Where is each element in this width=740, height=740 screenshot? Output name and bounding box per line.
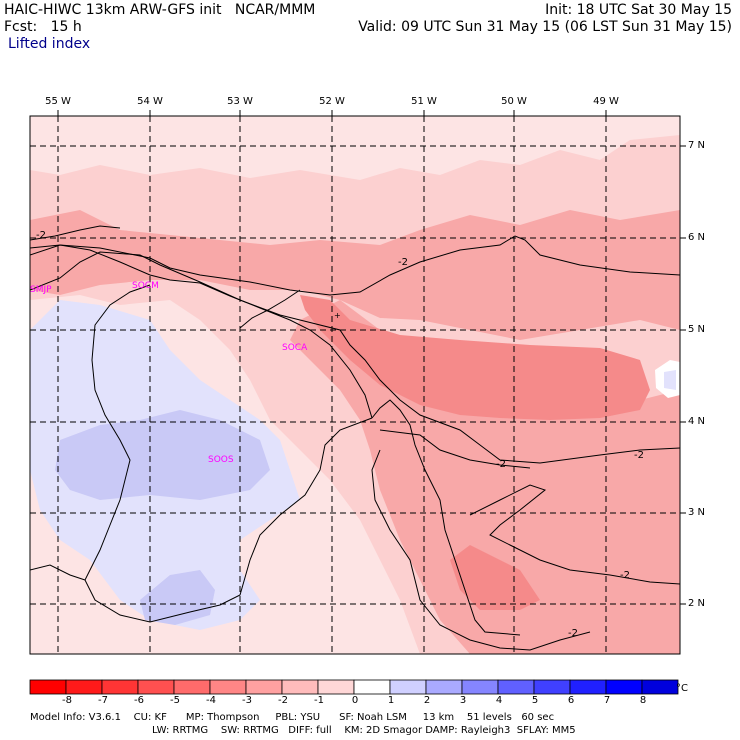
lon-ticks — [57, 110, 607, 116]
lat-ticks — [680, 145, 686, 605]
map-title: HAIC-HIWC 13km ARW-GFS init NCAR/MMM — [4, 2, 316, 18]
lat-label-2n: 2 N — [688, 598, 706, 609]
field-very-light-top — [30, 116, 680, 180]
station-soca: SOCA — [282, 343, 308, 353]
colorbar-tick: 2 — [423, 695, 431, 706]
colorbar-swatch — [281, 679, 319, 695]
station-marker: + — [334, 311, 341, 320]
colorbar-swatch — [569, 679, 607, 695]
lat-label-5n: 5 N — [688, 324, 706, 335]
contour-label-group: -2 -2 -2 -2 -2 -2 — [36, 230, 644, 639]
lon-label-53w: 53 W — [227, 96, 253, 107]
colorbar-tick: -8 — [62, 695, 72, 706]
colorbar-tick: 8 — [639, 695, 647, 706]
colorbar-swatch — [173, 679, 211, 695]
lon-label-52w: 52 W — [319, 96, 345, 107]
field-blue-east — [664, 370, 676, 390]
colorbar-tick: -7 — [98, 695, 108, 706]
contour-label: -2 — [36, 230, 46, 241]
lon-label-51w: 51 W — [411, 96, 437, 107]
colorbar-tick: -2 — [278, 695, 288, 706]
contour-lines — [30, 225, 680, 651]
colorbar-swatch — [605, 679, 643, 695]
colorbar-tick: -6 — [134, 695, 144, 706]
variable-name: Lifted index — [8, 36, 91, 52]
lon-label-55w: 55 W — [45, 96, 71, 107]
init-time: Init: 18 UTC Sat 30 May 15 — [545, 2, 732, 18]
colorbar-swatch — [497, 679, 535, 695]
borders — [30, 244, 521, 636]
colorbar-tick: -5 — [170, 695, 180, 706]
model-info-line1: Model Info: V3.6.1 CU: KF MP: Thompson P… — [30, 712, 555, 723]
colorbar — [29, 679, 679, 695]
contour-label: -2 — [398, 257, 408, 268]
field-pink-north — [30, 210, 680, 340]
colorbar-tick: 6 — [567, 695, 575, 706]
contour-label: -2 — [496, 459, 506, 470]
colorbar-unit: °C — [676, 683, 688, 694]
lon-label-49w: 49 W — [593, 96, 619, 107]
contour-label: -2 — [620, 570, 630, 581]
colorbar-swatch — [317, 679, 355, 695]
colorbar-tick: 1 — [387, 695, 395, 706]
colorbar-tick: -3 — [242, 695, 252, 706]
forecast-hour: Fcst: 15 h — [4, 19, 82, 35]
colorbar-tick: -1 — [314, 695, 324, 706]
lon-label-54w: 54 W — [137, 96, 163, 107]
colorbar-swatch — [353, 679, 391, 695]
colorbar-swatch — [101, 679, 139, 695]
field-blue-west — [55, 410, 270, 500]
contour-label: -2 — [634, 450, 644, 461]
field-red-core — [300, 295, 650, 420]
colorbar-swatch — [461, 679, 499, 695]
station-socm: SOCM — [132, 281, 159, 291]
colorbar-swatch — [245, 679, 283, 695]
station-group: SMJP SOCM SOCA SOOS + — [30, 281, 341, 465]
colorbar-swatch — [641, 679, 679, 695]
station-soos: SOOS — [208, 455, 234, 465]
contour-label: -2 — [568, 628, 578, 639]
model-info-line2: LW: RRTMG SW: RRTMG DIFF: full KM: 2D Sm… — [152, 725, 576, 736]
lon-label-50w: 50 W — [501, 96, 527, 107]
colorbar-tick: -4 — [206, 695, 216, 706]
station-smjp: SMJP — [30, 285, 52, 295]
colorbar-tick: 7 — [603, 695, 611, 706]
colorbar-swatch — [137, 679, 175, 695]
valid-time: Valid: 09 UTC Sun 31 May 15 (06 LST Sun … — [358, 19, 732, 35]
map-field — [30, 116, 680, 654]
lat-label-6n: 6 N — [688, 232, 706, 243]
lat-label-4n: 4 N — [688, 416, 706, 427]
colorbar-tick: 0 — [351, 695, 359, 706]
colorbar-tick: 4 — [495, 695, 503, 706]
colorbar-swatch — [425, 679, 463, 695]
colorbar-swatch — [533, 679, 571, 695]
colorbar-swatch — [29, 679, 67, 695]
colorbar-swatch — [209, 679, 247, 695]
field-red-south — [450, 545, 540, 610]
colorbar-swatch — [65, 679, 103, 695]
colorbar-swatch — [389, 679, 427, 695]
colorbar-tick: 3 — [459, 695, 467, 706]
lat-label-7n: 7 N — [688, 140, 706, 151]
grid-lines — [30, 116, 680, 654]
field-blue-south — [140, 570, 215, 625]
map-frame — [29, 115, 681, 655]
lat-label-3n: 3 N — [688, 507, 706, 518]
colorbar-tick: 5 — [531, 695, 539, 706]
